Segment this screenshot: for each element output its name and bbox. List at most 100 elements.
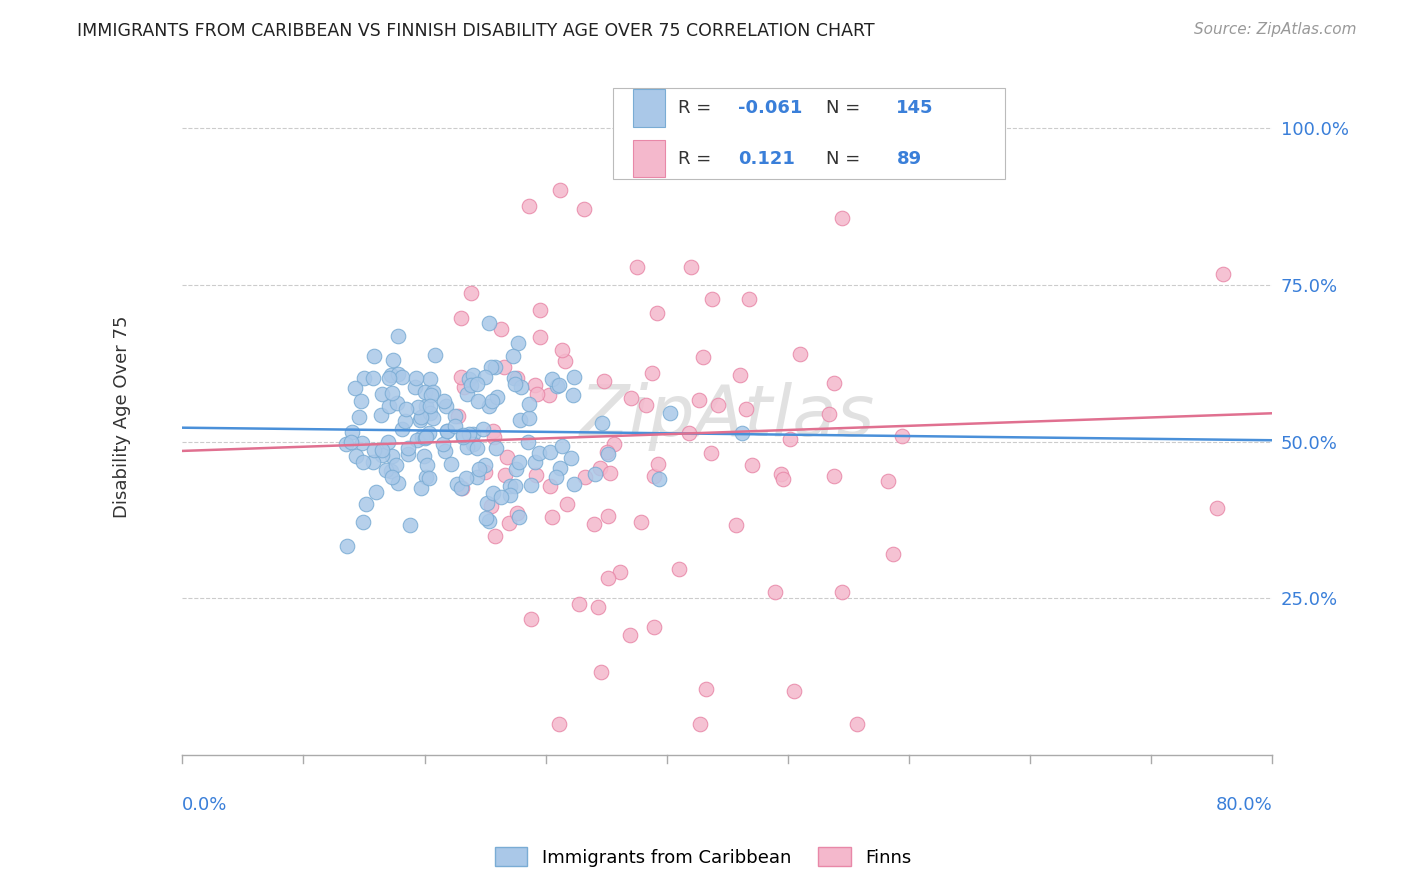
Point	[846, 717, 869, 731]
Point	[524, 468, 547, 483]
Point	[479, 359, 502, 374]
Point	[643, 469, 665, 483]
Point	[352, 455, 374, 469]
Text: 145: 145	[897, 99, 934, 117]
Point	[381, 385, 404, 400]
Point	[730, 368, 752, 383]
Point	[641, 366, 664, 380]
Point	[433, 394, 456, 409]
Point	[349, 410, 371, 425]
Point	[546, 379, 568, 393]
Point	[596, 508, 619, 523]
Point	[599, 466, 621, 480]
Point	[413, 431, 436, 445]
Point	[344, 449, 367, 463]
Point	[503, 370, 526, 384]
Point	[415, 400, 437, 414]
Point	[422, 385, 444, 400]
Point	[484, 528, 506, 542]
Point	[731, 425, 754, 440]
FancyBboxPatch shape	[633, 89, 665, 127]
Point	[548, 377, 571, 392]
Text: R =: R =	[678, 99, 717, 117]
Point	[474, 465, 496, 479]
Point	[538, 479, 561, 493]
Point	[474, 510, 496, 524]
Point	[647, 458, 669, 472]
Point	[831, 585, 853, 599]
Point	[551, 439, 574, 453]
Text: N =: N =	[825, 99, 866, 117]
Point	[451, 428, 474, 442]
Point	[770, 467, 793, 482]
Point	[381, 449, 404, 463]
Point	[433, 443, 456, 458]
Point	[432, 436, 454, 450]
Point	[506, 336, 529, 351]
Point	[375, 462, 398, 476]
Point	[343, 381, 366, 395]
Point	[415, 470, 437, 484]
Point	[418, 471, 440, 485]
Point	[619, 628, 641, 642]
Text: -0.061: -0.061	[738, 99, 803, 117]
Point	[707, 398, 730, 412]
Point	[551, 343, 574, 357]
Point	[416, 458, 439, 473]
Text: 80.0%: 80.0%	[1216, 796, 1272, 814]
Point	[474, 369, 496, 384]
Point	[517, 199, 540, 213]
Legend: Immigrants from Caribbean, Finns: Immigrants from Caribbean, Finns	[488, 840, 918, 874]
Point	[588, 461, 610, 475]
Point	[564, 476, 586, 491]
Point	[741, 458, 763, 472]
Point	[823, 376, 845, 390]
Point	[831, 211, 853, 225]
Point	[370, 408, 392, 422]
Point	[602, 437, 624, 451]
Point	[444, 409, 467, 423]
Point	[406, 401, 429, 415]
Point	[353, 370, 375, 384]
Point	[568, 597, 591, 611]
Point	[384, 458, 406, 472]
Point	[378, 371, 401, 385]
Point	[339, 435, 361, 450]
Point	[582, 516, 605, 531]
Point	[450, 481, 472, 495]
Point	[474, 458, 496, 473]
Point	[340, 425, 363, 439]
Point	[463, 437, 485, 451]
Point	[526, 386, 548, 401]
Point	[460, 285, 482, 300]
Point	[506, 507, 529, 521]
Point	[689, 717, 711, 731]
Point	[643, 619, 665, 633]
Point	[380, 464, 402, 478]
Point	[554, 354, 576, 368]
Point	[494, 468, 516, 483]
Point	[529, 446, 551, 460]
Point	[406, 433, 429, 447]
Point	[465, 441, 488, 455]
Point	[763, 585, 786, 599]
Point	[399, 518, 422, 533]
Point	[598, 571, 620, 585]
Point	[498, 516, 520, 530]
Point	[574, 469, 596, 483]
Point	[1206, 500, 1229, 515]
Point	[481, 393, 503, 408]
Point	[460, 377, 482, 392]
Point	[668, 562, 690, 576]
Point	[385, 396, 408, 410]
Point	[491, 322, 513, 336]
Point	[648, 472, 671, 486]
Point	[517, 434, 540, 449]
Point	[419, 399, 441, 413]
Text: 0.0%: 0.0%	[183, 796, 228, 814]
Text: R =: R =	[678, 150, 717, 168]
Point	[391, 422, 413, 436]
Point	[695, 682, 717, 697]
Point	[436, 424, 458, 438]
Point	[467, 394, 489, 409]
